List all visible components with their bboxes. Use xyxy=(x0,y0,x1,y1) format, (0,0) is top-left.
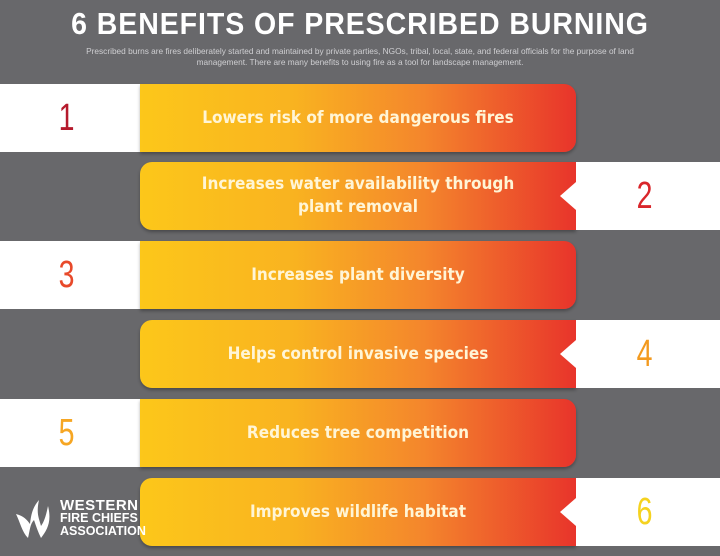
benefit-text: Improves wildlife habitat xyxy=(140,478,576,546)
logo-line-3: ASSOCIATION xyxy=(60,523,146,538)
benefit-number: 4 xyxy=(637,332,653,375)
benefit-text: Increases plant diversity xyxy=(140,241,576,309)
number-box: 5 xyxy=(0,399,156,467)
number-box: 6 xyxy=(560,478,720,546)
wfca-logo: WESTERN FIRE CHIEFS ASSOCIATION xyxy=(14,496,146,540)
benefit-number: 6 xyxy=(637,490,653,533)
number-box: 3 xyxy=(0,241,156,309)
benefit-number: 2 xyxy=(637,174,653,217)
number-box: 1 xyxy=(0,84,156,152)
benefit-text: Reduces tree competition xyxy=(140,399,576,467)
number-box: 4 xyxy=(560,320,720,388)
subtitle: Prescribed burns are fires deliberately … xyxy=(86,46,634,67)
benefit-row-4: Helps control invasive species 4 xyxy=(0,320,720,388)
benefit-row-2: Increases water availability through pla… xyxy=(0,162,720,230)
number-box: 2 xyxy=(560,162,720,230)
benefit-row-1: 1 Lowers risk of more dangerous fires xyxy=(0,84,720,152)
benefit-number: 5 xyxy=(59,411,75,454)
benefit-text: Helps control invasive species xyxy=(140,320,576,388)
logo-line-1: WESTERN xyxy=(60,496,139,514)
flame-w-icon xyxy=(16,500,50,538)
benefit-number: 3 xyxy=(59,253,75,296)
benefit-row-6: Improves wildlife habitat 6 xyxy=(0,478,720,546)
benefit-text: Increases water availability through pla… xyxy=(140,162,576,230)
logo-line-2: FIRE CHIEFS xyxy=(60,510,138,525)
page-title: 6 BENEFITS OF PRESCRIBED BURNING xyxy=(71,6,649,41)
benefit-number: 1 xyxy=(59,96,75,139)
benefit-text: Lowers risk of more dangerous fires xyxy=(140,84,576,152)
benefit-row-5: 5 Reduces tree competition xyxy=(0,399,720,467)
benefit-row-3: 3 Increases plant diversity xyxy=(0,241,720,309)
